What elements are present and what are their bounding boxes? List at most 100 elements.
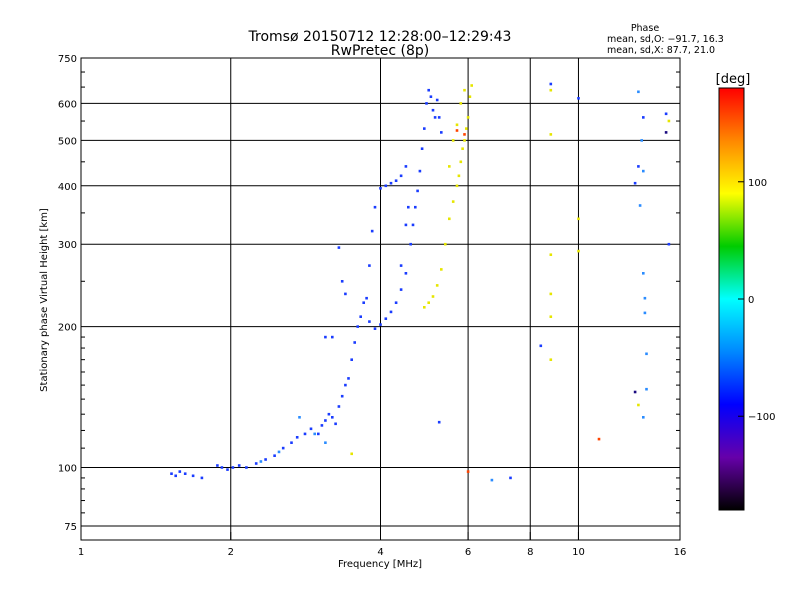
data-point (350, 452, 353, 456)
data-point (359, 315, 362, 318)
colorbar-tick-label: 100 (748, 178, 767, 189)
data-point (337, 405, 341, 408)
data-point (463, 139, 466, 142)
data-point (457, 174, 461, 178)
data-point (368, 320, 371, 323)
y-tick-label: 600 (58, 99, 77, 110)
data-point (549, 358, 553, 361)
data-point (373, 205, 377, 209)
data-point (549, 82, 553, 86)
data-point (170, 472, 173, 475)
legend-line-o: mean, sd,O: −91.7, 16.3 (607, 34, 724, 45)
data-point (667, 242, 671, 246)
data-point (327, 412, 331, 416)
y-axis-label: Stationary phase Virtual Height [km] (39, 208, 50, 392)
data-point (577, 249, 580, 253)
data-point (463, 133, 466, 136)
data-point (448, 217, 451, 221)
data-point (637, 403, 640, 407)
data-point (254, 462, 258, 465)
data-point (645, 387, 648, 391)
data-point (362, 301, 365, 304)
data-point (577, 217, 580, 221)
data-point (468, 95, 472, 98)
data-point (394, 179, 398, 182)
data-point (384, 317, 388, 320)
data-point (399, 264, 403, 267)
data-point (490, 478, 494, 482)
data-point (444, 242, 447, 246)
data-point (435, 284, 439, 287)
data-point (368, 264, 371, 267)
data-point (459, 102, 463, 105)
x-tick-label: 4 (377, 547, 383, 558)
y-tick-label: 100 (58, 464, 77, 475)
x-tick-label: 16 (674, 547, 687, 558)
data-point (200, 476, 204, 480)
data-point (411, 223, 415, 227)
colorbar-label: [deg] (716, 72, 751, 87)
data-point (409, 242, 412, 246)
data-point (637, 165, 640, 168)
data-point (549, 88, 553, 92)
data-point (440, 268, 443, 271)
data-point (435, 98, 439, 102)
data-point (389, 310, 393, 314)
data-point (340, 280, 344, 283)
data-point (509, 476, 512, 480)
data-point (448, 165, 451, 168)
data-point (451, 139, 455, 142)
data-point (347, 377, 350, 380)
axis-ticks: 1 2 4 6 8 10 16 75 100 200 300 400 500 600 750 (58, 54, 686, 558)
data-point (466, 116, 470, 119)
data-point (216, 464, 219, 467)
data-point (399, 288, 403, 291)
x-tick-label: 8 (527, 547, 533, 558)
data-point (309, 427, 313, 431)
legend-title: Phase (631, 23, 660, 34)
y-tick-label: 500 (58, 136, 77, 147)
data-point (174, 474, 177, 478)
data-point (414, 205, 417, 209)
x-tick-label: 6 (465, 547, 471, 558)
legend-line-x: mean, sd,X: 87.7, 21.0 (607, 45, 715, 56)
data-point (427, 301, 430, 304)
data-point (664, 131, 668, 134)
data-point (237, 464, 241, 467)
data-point (549, 133, 553, 136)
x-tick-label: 10 (572, 547, 585, 558)
data-point (455, 123, 459, 127)
data-point (281, 446, 285, 450)
x-tick-label: 1 (78, 547, 84, 558)
grid-lines (81, 58, 680, 540)
data-point (549, 315, 553, 318)
data-point (645, 352, 648, 356)
data-point (418, 169, 422, 173)
data-point (577, 97, 580, 100)
data-point (245, 466, 248, 469)
data-point (356, 325, 359, 328)
data-point (637, 90, 640, 94)
data-point (633, 181, 637, 185)
data-point (440, 131, 443, 134)
data-point (420, 147, 424, 150)
data-point (643, 311, 647, 315)
data-point (324, 335, 327, 339)
data-point (597, 437, 601, 441)
data-point (427, 88, 430, 92)
data-point (437, 420, 441, 424)
x-tick-label: 2 (228, 547, 234, 558)
data-point (423, 306, 426, 309)
data-point (466, 470, 470, 473)
y-tick-label: 300 (58, 240, 77, 251)
data-point (549, 292, 553, 296)
data-point (298, 416, 301, 419)
data-point (664, 112, 668, 116)
data-point (259, 460, 263, 463)
colorbar-ticks: 100 0 −100 (738, 178, 775, 423)
data-point (429, 95, 433, 98)
data-point (461, 147, 464, 150)
data-point (643, 296, 647, 300)
data-point (277, 450, 281, 454)
